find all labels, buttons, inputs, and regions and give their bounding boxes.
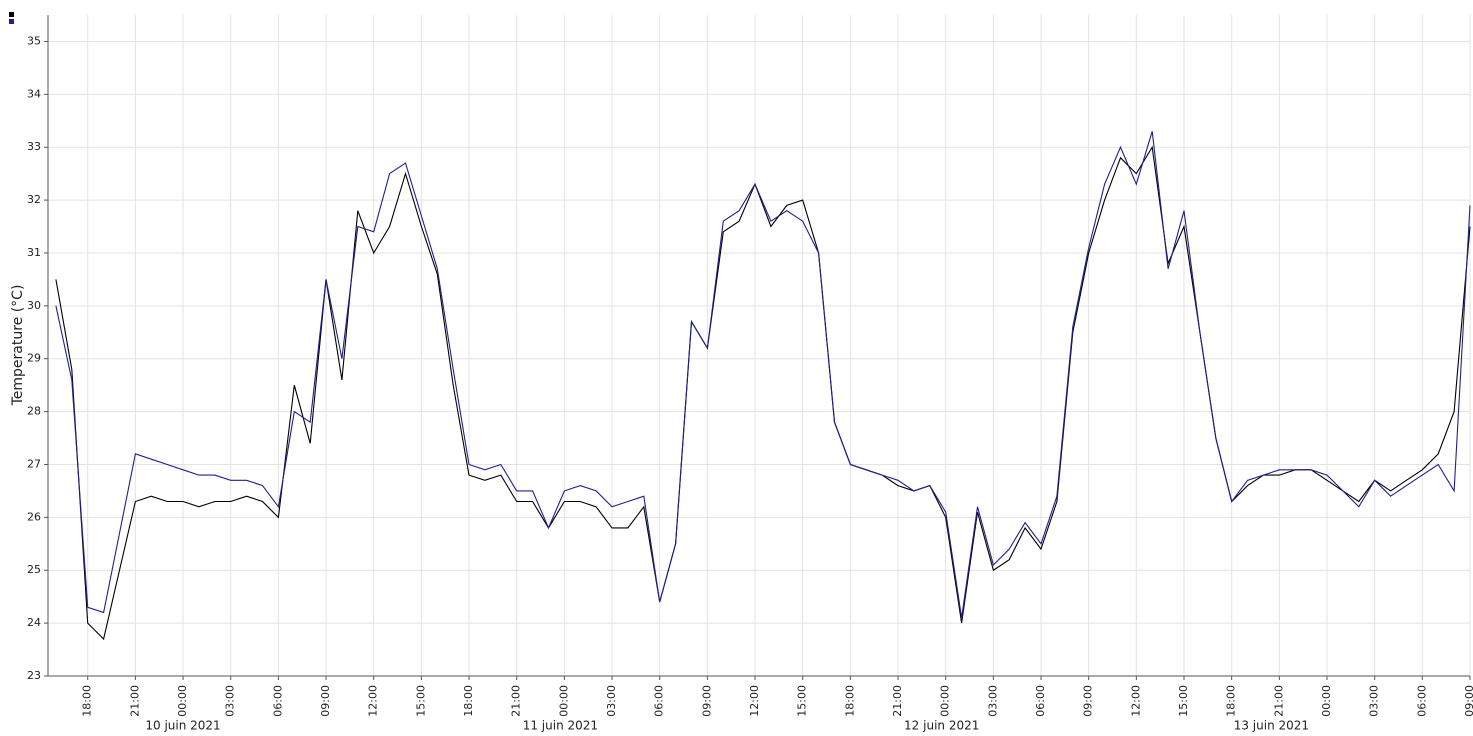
y-tick-label: 32 [27,193,41,206]
x-tick-label: 00:00 [939,685,952,717]
x-tick-label: 15:00 [1177,685,1190,717]
date-label: 11 juin 2021 [523,719,598,733]
x-tick-label: 12:00 [367,685,380,717]
date-label: 10 juin 2021 [145,719,220,733]
x-tick-label: 09:00 [1463,685,1473,717]
series-line [55,131,1471,618]
date-label: 12 juin 2021 [904,719,979,733]
x-tick-label: 18:00 [81,685,94,717]
x-tick-label: 00:00 [557,685,570,717]
y-tick-label: 31 [27,246,41,259]
x-tick-label: 06:00 [653,685,666,717]
y-tick-label: 28 [27,405,41,418]
x-tick-label: 00:00 [1320,685,1333,717]
x-tick-label: 12:00 [748,685,761,717]
x-tick-label: 00:00 [176,685,189,717]
x-tick-label: 18:00 [462,685,475,717]
legend-icon [9,19,14,24]
series-line [55,145,1471,641]
y-tick-label: 34 [27,87,41,100]
x-tick-label: 18:00 [843,685,856,717]
x-tick-label: 09:00 [1082,685,1095,717]
y-tick-label: 30 [27,299,41,312]
x-tick-label: 03:00 [986,685,999,717]
y-tick-label: 29 [27,352,41,365]
legend-icon [9,12,14,17]
x-tick-label: 21:00 [510,685,523,717]
y-axis-title: Temperature (°C) [10,285,26,407]
x-tick-label: 09:00 [319,685,332,717]
x-tick-label: 06:00 [1415,685,1428,717]
x-tick-label: 21:00 [891,685,904,717]
x-tick-label: 06:00 [271,685,284,717]
x-tick-label: 03:00 [224,685,237,717]
y-tick-label: 23 [27,669,41,682]
x-tick-label: 03:00 [1368,685,1381,717]
x-tick-label: 21:00 [1272,685,1285,717]
y-tick-label: 27 [27,457,41,470]
x-tick-label: 03:00 [605,685,618,717]
y-tick-label: 33 [27,140,41,153]
x-tick-label: 12:00 [1129,685,1142,717]
x-tick-label: 09:00 [700,685,713,717]
x-tick-label: 15:00 [796,685,809,717]
x-tick-label: 15:00 [414,685,427,717]
date-label: 13 juin 2021 [1234,719,1309,733]
y-tick-label: 26 [27,510,41,523]
x-tick-label: 18:00 [1225,685,1238,717]
x-tick-label: 21:00 [128,685,141,717]
x-tick-label: 06:00 [1034,685,1047,717]
y-tick-label: 25 [27,563,41,576]
y-tick-label: 24 [27,616,41,629]
y-tick-label: 35 [27,34,41,47]
